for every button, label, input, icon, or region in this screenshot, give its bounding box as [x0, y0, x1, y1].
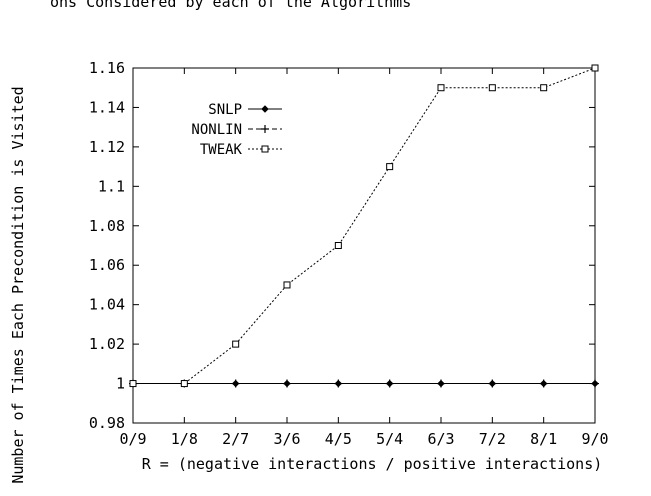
x-tick-label: 6/3 — [427, 430, 454, 448]
x-tick-label: 7/2 — [479, 430, 506, 448]
x-tick-label: 4/5 — [325, 430, 352, 448]
legend-marker — [261, 125, 269, 133]
x-tick-label: 3/6 — [273, 430, 300, 448]
x-tick-label: 8/1 — [530, 430, 557, 448]
data-point-tweak — [591, 64, 599, 72]
series-line-tweak — [133, 67, 596, 385]
x-tick-label: 1/8 — [171, 430, 198, 448]
x-tick-label: 9/0 — [581, 430, 608, 448]
y-tick-label: 1.02 — [89, 335, 125, 353]
series-layer — [129, 64, 599, 388]
data-point-tweak — [488, 84, 496, 92]
legend-label: TWEAK — [200, 142, 243, 158]
data-point-nonlin — [385, 379, 394, 388]
legend-marker — [261, 105, 269, 113]
data-point-nonlin — [488, 379, 497, 388]
data-point-tweak — [180, 380, 188, 388]
data-point-tweak — [540, 84, 548, 92]
x-tick-label: 5/4 — [376, 430, 403, 448]
series-tweak — [129, 64, 599, 388]
plot-area — [132, 67, 596, 424]
y-tick-label: 1.12 — [89, 138, 125, 156]
x-axis: 0/9 1/8 2/7 3/6 4/5 5/4 6/3 7/2 8/1 9/0 — [119, 68, 609, 448]
legend: SNLP NONLIN TWEAK — [191, 102, 282, 158]
y-tick-label: 1.16 — [89, 59, 125, 77]
y-tick-label: 1.1 — [98, 177, 125, 195]
data-point-tweak — [283, 281, 291, 289]
y-axis-label: Number of Times Each Precondition is Vis… — [9, 86, 27, 483]
data-point-tweak — [437, 84, 445, 92]
data-point-tweak — [232, 340, 240, 348]
data-point-nonlin — [539, 379, 548, 388]
legend-label: SNLP — [208, 102, 242, 118]
legend-marker — [261, 145, 269, 153]
x-axis-label: R = (negative interactions / positive in… — [142, 455, 603, 473]
data-point-nonlin — [437, 379, 445, 388]
y-tick-label: 1.14 — [89, 98, 125, 116]
y-tick-label: 1.04 — [89, 296, 125, 314]
y-tick-label: 1.08 — [89, 217, 125, 235]
y-tick-label: 0.98 — [89, 414, 125, 432]
data-point-tweak — [129, 380, 137, 388]
data-point-nonlin — [283, 379, 291, 388]
y-tick-label: 1.06 — [89, 256, 125, 274]
data-point-nonlin — [231, 379, 240, 388]
x-tick-label: 0/9 — [119, 430, 146, 448]
figure-caption: ons Considered by each of the Algorithms — [50, 0, 411, 11]
data-point-nonlin — [591, 379, 599, 388]
legend-label: NONLIN — [191, 122, 242, 138]
data-point-tweak — [386, 163, 394, 171]
y-axis: 0.98 1 1.02 1.04 1.06 1.08 1.1 1.12 1.14 1.16 — [89, 59, 595, 432]
data-point-nonlin — [334, 379, 343, 388]
plot-border — [132, 67, 596, 424]
y-tick-label: 1 — [116, 375, 125, 393]
x-tick-label: 2/7 — [222, 430, 249, 448]
data-point-tweak — [334, 242, 342, 249]
